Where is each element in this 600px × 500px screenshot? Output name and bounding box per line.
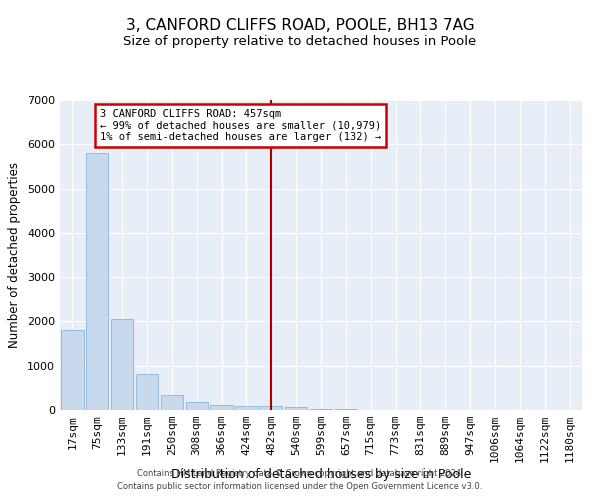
- Text: Contains public sector information licensed under the Open Government Licence v3: Contains public sector information licen…: [118, 482, 482, 491]
- Bar: [136, 374, 158, 410]
- Text: 3, CANFORD CLIFFS ROAD, POOLE, BH13 7AG: 3, CANFORD CLIFFS ROAD, POOLE, BH13 7AG: [125, 18, 475, 32]
- Text: Size of property relative to detached houses in Poole: Size of property relative to detached ho…: [124, 35, 476, 48]
- Bar: [161, 395, 183, 410]
- Bar: [235, 406, 257, 410]
- Bar: [111, 319, 133, 410]
- Y-axis label: Number of detached properties: Number of detached properties: [8, 162, 22, 348]
- Text: 3 CANFORD CLIFFS ROAD: 457sqm
← 99% of detached houses are smaller (10,979)
1% o: 3 CANFORD CLIFFS ROAD: 457sqm ← 99% of d…: [100, 109, 381, 142]
- Bar: [211, 404, 233, 410]
- Bar: [260, 406, 283, 410]
- Bar: [285, 407, 307, 410]
- Bar: [61, 330, 83, 410]
- Text: Contains HM Land Registry data © Crown copyright and database right 2024.: Contains HM Land Registry data © Crown c…: [137, 468, 463, 477]
- Bar: [310, 409, 332, 410]
- X-axis label: Distribution of detached houses by size in Poole: Distribution of detached houses by size …: [171, 468, 471, 480]
- Bar: [86, 153, 109, 410]
- Bar: [185, 402, 208, 410]
